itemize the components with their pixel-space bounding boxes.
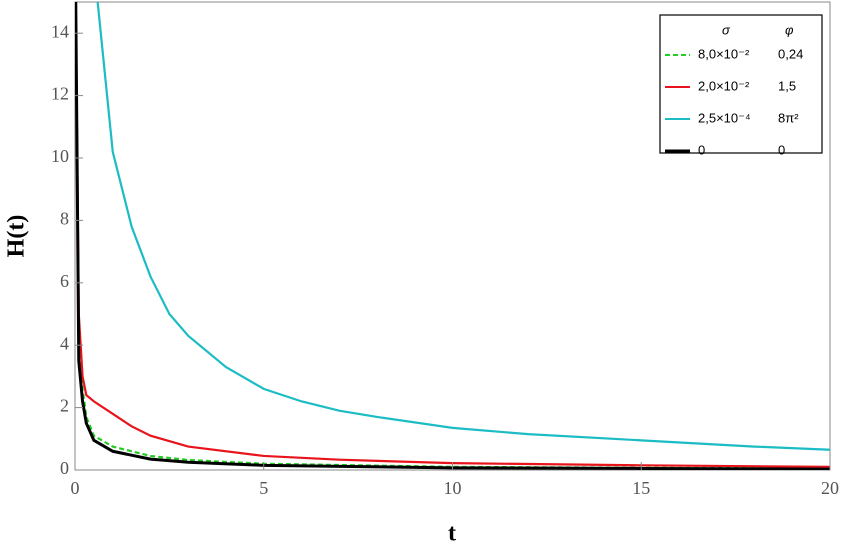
legend-phi: 0,24 (778, 46, 803, 61)
y-tick-label: 0 (60, 458, 69, 478)
series-line (75, 2, 830, 468)
legend-header: σ (722, 22, 731, 37)
y-tick-label: 6 (60, 271, 69, 291)
legend-phi: 0 (778, 142, 785, 157)
x-tick-label: 5 (259, 478, 268, 498)
legend-label: 8,0×10⁻² (698, 46, 750, 61)
x-axis-label: t (448, 521, 456, 547)
y-tick-label: 4 (60, 333, 69, 353)
series-line (96, 2, 830, 451)
legend-phi: 8π² (778, 110, 799, 125)
series-line (75, 2, 830, 470)
legend-box (659, 14, 823, 154)
legend-label: 2,0×10⁻² (698, 78, 750, 93)
y-tick-label: 2 (60, 396, 69, 416)
x-tick-label: 0 (71, 478, 80, 498)
lines (75, 2, 830, 470)
x-tick-label: 10 (444, 478, 462, 498)
x-tick-label: 20 (821, 478, 839, 498)
y-tick-label: 10 (51, 146, 69, 166)
y-axis-label: H(t) (4, 215, 30, 258)
legend-label: 2,5×10⁻⁴ (698, 110, 751, 125)
legend-label: 0 (698, 142, 705, 157)
y-tick-label: 8 (60, 209, 69, 229)
x-tick-label: 15 (632, 478, 650, 498)
legend-header: φ (785, 22, 794, 37)
y-tick-label: 12 (51, 84, 69, 104)
legend-phi: 1,5 (778, 78, 796, 93)
y-tick-label: 14 (51, 21, 69, 41)
